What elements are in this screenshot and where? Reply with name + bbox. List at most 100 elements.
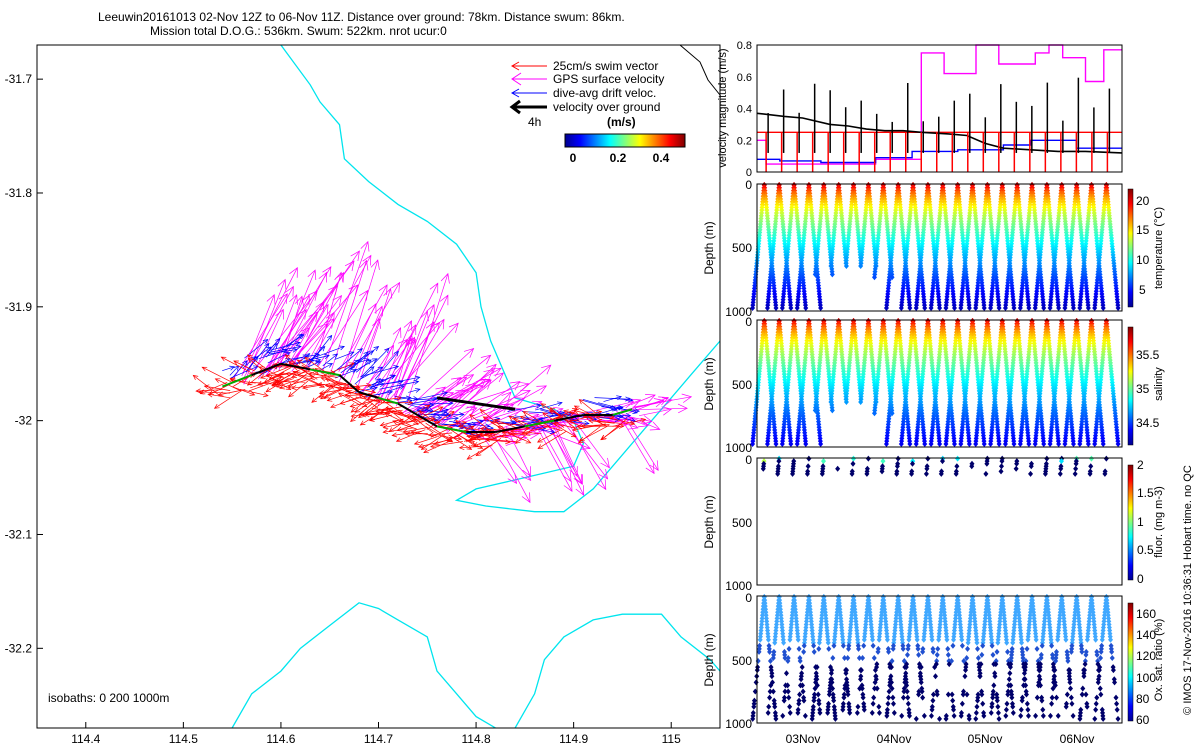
gps-arrow-16-head	[658, 396, 669, 406]
gps-velocity-arrows	[233, 240, 693, 504]
drift-arrow-86	[535, 402, 563, 411]
swim-arrow-117-head	[629, 420, 636, 426]
swim-arrow-47-head	[578, 399, 585, 405]
gps-arrow-38-head	[521, 470, 532, 482]
drift-arrow-82-head	[443, 408, 449, 414]
drift-arrow-12	[580, 399, 618, 411]
swim-arrow-157-head	[447, 436, 454, 442]
gps-arrow-67-head	[580, 441, 591, 450]
swim-arrow-45	[360, 408, 388, 426]
drift-arrow-127	[349, 351, 369, 371]
track-segment-8	[417, 414, 438, 428]
temp-content-point	[958, 304, 964, 311]
swim-arrow-53	[430, 441, 463, 448]
swim-arrow-23-head	[540, 403, 547, 409]
swim-arrow-184	[358, 393, 379, 409]
drift-arrow-15	[360, 347, 390, 378]
gps-arrow-83-head	[284, 285, 294, 297]
gps-arrow-102	[406, 273, 449, 404]
velocity-y-ticks: 00.20.40.60.8	[737, 40, 752, 179]
swim-arrow-159-head	[220, 356, 227, 362]
drift-arrow-47-head	[625, 396, 631, 402]
map-xtick-label-4: 114.8	[462, 732, 491, 746]
map-content	[192, 45, 720, 728]
temp-content-point	[871, 274, 877, 281]
map-ytick-label-2: -31.9	[5, 300, 33, 314]
gps-arrow-91	[233, 293, 288, 379]
swim-arrow-195	[297, 359, 319, 375]
gps-arrow-126	[630, 407, 688, 411]
gps-arrow-95-head	[328, 285, 339, 296]
temp-content-point	[898, 304, 904, 311]
swim-arrow-89	[285, 373, 313, 378]
swim-arrow-129-head	[427, 432, 434, 438]
drift-arrow-118-head	[324, 354, 330, 359]
drift-arrow-25-head	[414, 375, 421, 381]
gps-arrow-92-head	[266, 293, 276, 305]
swim-arrow-10-head	[257, 380, 263, 386]
drift-arrow-61	[417, 409, 430, 413]
drift-arrow-103	[449, 424, 464, 429]
swim-arrow-172-head	[640, 417, 647, 423]
temperature-panel: 0 500 1000 Depth (m) 5 10 15 20 temperat…	[702, 178, 1165, 319]
swim-arrow-171-head	[363, 412, 370, 417]
swim-arrow-177	[383, 427, 414, 433]
gps-arrow-96-head	[541, 364, 552, 375]
drift-arrow-98-head	[327, 363, 334, 368]
swim-arrow-45-head	[359, 420, 366, 426]
drift-arrow-115-head	[387, 390, 394, 395]
swim-arrow-168	[355, 395, 380, 413]
temp-content-point	[907, 304, 913, 311]
isobaths-label: isobaths: 0 200 1000m	[48, 691, 169, 705]
gps-arrow-101	[403, 392, 454, 413]
track-segment-15	[612, 408, 633, 416]
swim-arrow-180-head	[199, 389, 206, 395]
drift-arrow-116-head	[368, 350, 375, 356]
temp-content-point	[764, 304, 770, 311]
gps-arrow-26-head	[455, 389, 467, 399]
drift-arrow-73-head	[298, 334, 305, 340]
gps-arrow-115-head	[653, 398, 665, 408]
gps-arrow-80	[473, 391, 512, 431]
gps-arrow-39-head	[520, 389, 531, 399]
temp-ytick-0: 0	[745, 178, 752, 192]
swim-arrow-131	[579, 425, 610, 442]
swim-arrow-72	[468, 432, 493, 442]
gps-arrow-13-head	[359, 289, 369, 301]
swim-arrow-217-head	[323, 393, 330, 399]
swim-arrow-169-head	[291, 385, 297, 391]
gps-arrow-103-head	[322, 266, 332, 277]
swim-arrow-132	[233, 386, 255, 396]
gps-arrow-132	[243, 279, 286, 385]
map-ytick-label-3: -32	[15, 414, 33, 428]
gps-arrow-131	[292, 304, 329, 365]
map-ytick-label-0: -31.7	[5, 72, 33, 86]
swim-arrow-205-head	[570, 432, 577, 438]
swim-arrow-203-head	[268, 374, 275, 380]
drift-arrow-20	[379, 381, 419, 390]
drift-arrow-111	[269, 349, 298, 355]
drift-arrow-63-head	[459, 412, 465, 418]
swim-arrow-31-head	[537, 444, 544, 450]
drift-arrow-44-head	[488, 425, 495, 431]
swim-arrow-195-head	[296, 359, 303, 365]
gps-arrow-80-head	[501, 391, 512, 402]
swim-arrow-16	[365, 400, 386, 415]
temp-content-point	[981, 304, 987, 311]
swim-arrow-119-head	[291, 373, 297, 378]
gps-arrow-25-head	[507, 473, 518, 485]
drift-arrow-7-head	[393, 350, 399, 357]
gps-arrow-0-head	[359, 259, 369, 271]
swim-arrow-118-head	[339, 400, 346, 405]
swim-arrow-126-head	[461, 420, 467, 426]
drift-arrow-60-head	[297, 333, 303, 339]
swim-arrow-109	[251, 381, 278, 385]
temp-ctick-1: 10	[1136, 253, 1150, 267]
swim-arrow-127	[327, 389, 360, 401]
swim-arrow-7-head	[379, 421, 386, 427]
temp-content-point	[966, 304, 972, 311]
drift-arrow-100	[258, 349, 288, 360]
gps-arrow-32	[285, 250, 360, 360]
gps-arrow-106-head	[491, 367, 502, 377]
drift-arrow-120	[430, 413, 451, 416]
